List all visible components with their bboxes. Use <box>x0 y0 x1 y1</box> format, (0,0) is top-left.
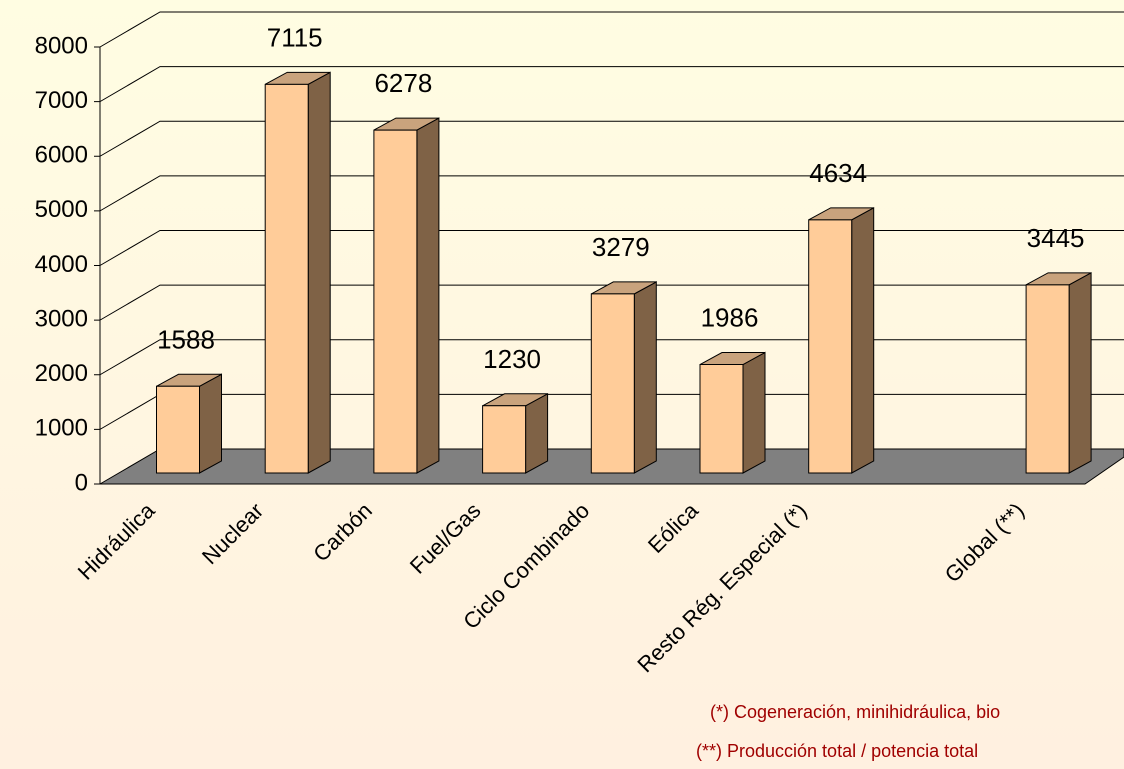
bar-face <box>699 364 744 474</box>
bar-face <box>742 351 766 474</box>
grid-line <box>99 339 1124 376</box>
bar-face <box>1068 271 1092 474</box>
bar <box>482 392 549 474</box>
value-label: 6278 <box>374 68 432 98</box>
x-tick-label: Eólica <box>643 497 704 558</box>
value-label: 7115 <box>267 22 323 52</box>
y-tick-label: 8000 <box>35 32 88 59</box>
bar-face <box>808 219 853 474</box>
x-tick-label: Hidráulica <box>73 497 160 584</box>
bar-face <box>416 117 440 474</box>
value-label: 3279 <box>592 232 650 262</box>
bar-face <box>482 405 527 474</box>
x-tick-label: Fuel/Gas <box>405 498 486 579</box>
y-tick-label: 4000 <box>35 251 88 278</box>
bar <box>156 373 222 474</box>
grid-line <box>99 175 1124 212</box>
grid-line <box>99 120 1124 157</box>
bar-face <box>525 392 549 474</box>
y-tick-label: 7000 <box>35 87 88 114</box>
bar-face <box>1025 284 1070 474</box>
bar <box>699 351 766 474</box>
bar <box>373 117 440 474</box>
bar-face <box>264 83 309 474</box>
grid-line <box>99 66 1124 103</box>
footnote: (*) Cogeneración, minihidráulica, bio <box>710 702 1000 722</box>
bar <box>264 71 331 474</box>
x-tick-label: Nuclear <box>197 498 268 569</box>
value-label: 1588 <box>157 324 215 354</box>
bar-face <box>156 385 200 474</box>
y-tick-label: 1000 <box>35 415 88 442</box>
y-tick-label: 6000 <box>35 142 88 169</box>
grid-line <box>99 284 1124 321</box>
x-tick-label: Global (**) <box>940 498 1029 587</box>
bar-face <box>590 293 635 474</box>
bar <box>590 281 657 474</box>
value-label: 3445 <box>1027 223 1085 253</box>
value-label: 1230 <box>483 344 541 374</box>
y-tick-label: 3000 <box>35 305 88 332</box>
x-tick-label: Carbón <box>308 498 377 567</box>
bar-face <box>307 71 331 474</box>
grid-line <box>99 230 1124 266</box>
bar <box>1025 271 1092 474</box>
y-tick-label: 5000 <box>35 196 88 223</box>
value-label: 4634 <box>809 158 867 188</box>
y-tick-label: 2000 <box>35 360 88 387</box>
bar-face <box>633 281 657 474</box>
footnote: (**) Producción total / potencia total <box>696 741 978 761</box>
bar-face <box>373 129 418 474</box>
value-label: 1986 <box>701 303 759 333</box>
bar <box>808 207 875 474</box>
bar-face <box>199 373 222 474</box>
y-tick-label: 0 <box>75 469 88 496</box>
bar-face <box>851 207 875 474</box>
grid-line <box>99 11 1124 48</box>
